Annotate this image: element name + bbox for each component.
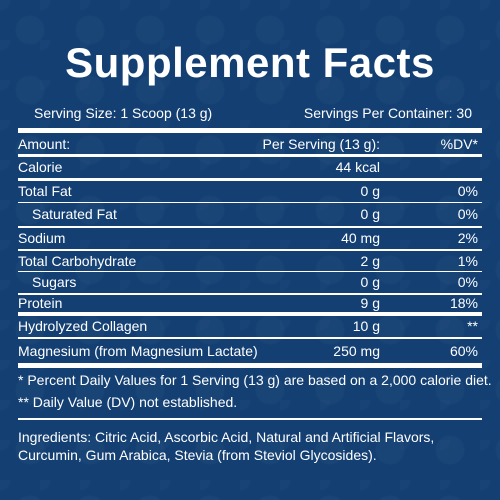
nutrient-amount: 10 g	[352, 318, 380, 334]
servings-per-container: Servings Per Container: 30	[303, 105, 472, 121]
footnote-dv: * Percent Daily Values for 1 Serving (13…	[18, 372, 492, 388]
nutrient-name: Saturated Fat	[32, 206, 117, 222]
row-divider	[18, 226, 482, 228]
row-divider	[18, 202, 482, 203]
nutrient-dv: **	[467, 318, 478, 334]
nutrient-name: Protein	[18, 295, 63, 311]
table-row: Calorie 44 kcal	[18, 157, 482, 178]
header-amount: Amount:	[18, 136, 71, 152]
table-row: Protein 9 g 18%	[18, 295, 482, 312]
table-row: Hydrolyzed Collagen 10 g **	[18, 316, 482, 337]
nutrient-amount: 2 g	[360, 253, 380, 269]
table-row: Magnesium (from Magnesium Lactate) 250 m…	[18, 339, 482, 363]
row-divider	[18, 249, 482, 251]
nutrient-name: Sodium	[18, 230, 66, 246]
nutrient-amount: 0 g	[360, 206, 380, 222]
table-row: Total Carbohydrate 2 g 1%	[18, 251, 482, 271]
nutrient-amount: 9 g	[360, 295, 380, 311]
footnote-not-established: ** Daily Value (DV) not established.	[18, 394, 238, 410]
table-row: Sugars 0 g 0%	[18, 272, 482, 293]
thick-divider	[18, 128, 482, 133]
row-divider	[18, 178, 482, 181]
row-divider	[18, 337, 482, 339]
nutrient-name: Magnesium (from Magnesium Lactate)	[18, 343, 258, 359]
nutrient-name: Total Carbohydrate	[18, 253, 137, 269]
nutrient-name: Total Fat	[18, 183, 72, 199]
nutrient-name: Hydrolyzed Collagen	[18, 318, 148, 334]
nutrient-name: Sugars	[32, 274, 77, 290]
ingredients-text: Ingredients: Citric Acid, Ascorbic Acid,…	[18, 429, 435, 463]
nutrient-amount: 250 mg	[333, 343, 380, 359]
nutrient-dv: 0%	[457, 183, 478, 199]
nutrient-dv: 1%	[457, 253, 478, 269]
nutrient-dv: 2%	[457, 230, 478, 246]
nutrient-dv: 0%	[457, 206, 478, 222]
row-divider	[18, 312, 482, 316]
row-divider	[18, 293, 482, 295]
nutrient-name: Calorie	[18, 159, 63, 175]
nutrient-amount: 44 kcal	[335, 159, 380, 175]
table-header-row: Amount: Per Serving (13 g): %DV*	[18, 135, 482, 154]
nutrient-amount: 40 mg	[341, 230, 380, 246]
serving-size: Serving Size: 1 Scoop (13 g)	[34, 105, 213, 121]
table-row: Sodium 40 mg 2%	[18, 228, 482, 249]
header-per-serving: Per Serving (13 g):	[262, 136, 381, 152]
nutrient-dv: 18%	[449, 295, 478, 311]
ingredients-divider	[18, 418, 482, 420]
nutrient-dv: 0%	[457, 274, 478, 290]
header-divider	[18, 154, 482, 157]
nutrient-amount: 0 g	[360, 183, 380, 199]
row-divider	[18, 271, 482, 272]
header-dv: %DV*	[440, 136, 478, 152]
nutrient-amount: 0 g	[360, 274, 380, 290]
nutrient-dv: 60%	[449, 343, 478, 359]
panel-title: Supplement Facts	[65, 39, 435, 86]
thick-divider	[18, 363, 482, 368]
table-row: Saturated Fat 0 g 0%	[18, 203, 482, 226]
table-row: Total Fat 0 g 0%	[18, 181, 482, 202]
